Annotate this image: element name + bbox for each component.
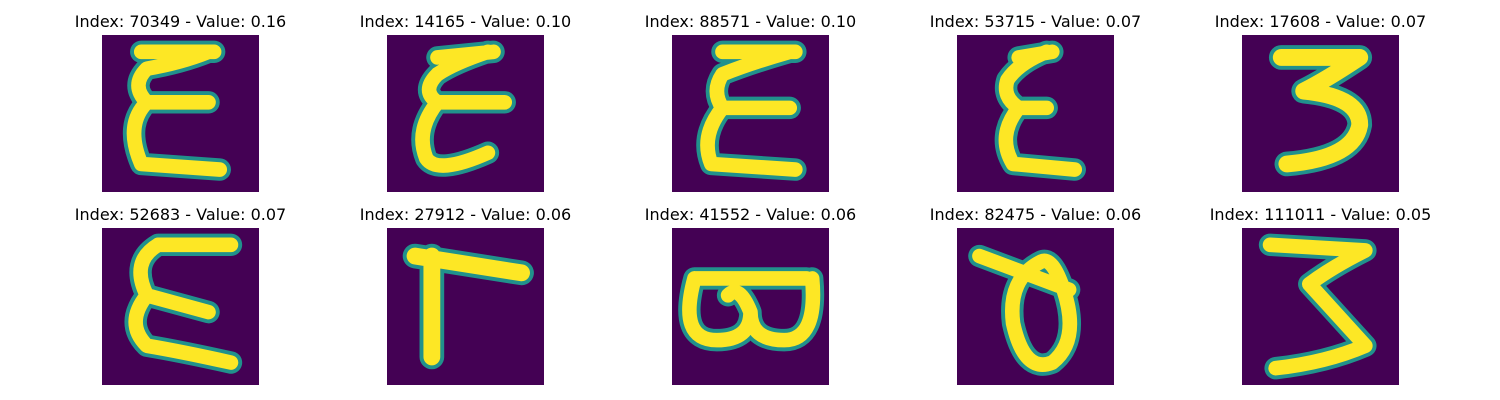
sample-title: Index: 70349 - Value: 0.16 — [38, 12, 323, 32]
sample-title: Index: 27912 - Value: 0.06 — [323, 205, 608, 225]
sample-cell: Index: 17608 - Value: 0.07 — [1178, 0, 1463, 190]
glyph-epsilon — [102, 35, 259, 192]
sample-image — [1242, 228, 1399, 385]
sample-cell: Index: 88571 - Value: 0.10 — [608, 0, 893, 190]
sample-image — [1242, 35, 1399, 192]
glyph-epsilon-tall — [102, 228, 259, 385]
sample-title: Index: 82475 - Value: 0.06 — [893, 205, 1178, 225]
sample-title: Index: 111011 - Value: 0.05 — [1178, 205, 1463, 225]
sample-title: Index: 41552 - Value: 0.06 — [608, 205, 893, 225]
sample-cell: Index: 111011 - Value: 0.05 — [1178, 193, 1463, 383]
sample-cell: Index: 82475 - Value: 0.06 — [893, 193, 1178, 383]
glyph-omega — [672, 228, 829, 385]
sample-title: Index: 52683 - Value: 0.07 — [38, 205, 323, 225]
sample-image — [957, 228, 1114, 385]
sample-image — [957, 35, 1114, 192]
glyph-three-flat — [1242, 228, 1399, 385]
sample-image — [102, 228, 259, 385]
glyph-theta — [957, 228, 1114, 385]
sample-title: Index: 88571 - Value: 0.10 — [608, 12, 893, 32]
sample-title: Index: 14165 - Value: 0.10 — [323, 12, 608, 32]
glyph-epsilon-slanted — [387, 35, 544, 192]
sample-title: Index: 17608 - Value: 0.07 — [1178, 12, 1463, 32]
sample-cell: Index: 27912 - Value: 0.06 — [323, 193, 608, 383]
sample-image — [387, 228, 544, 385]
sample-cell: Index: 52683 - Value: 0.07 — [38, 193, 323, 383]
sample-cell: Index: 53715 - Value: 0.07 — [893, 0, 1178, 190]
sample-title: Index: 53715 - Value: 0.07 — [893, 12, 1178, 32]
sample-cell: Index: 41552 - Value: 0.06 — [608, 193, 893, 383]
sample-cell: Index: 70349 - Value: 0.16 — [38, 0, 323, 190]
glyph-gamma — [387, 228, 544, 385]
sample-cell: Index: 14165 - Value: 0.10 — [323, 0, 608, 190]
sample-image — [672, 228, 829, 385]
glyph-three — [1242, 35, 1399, 192]
glyph-epsilon-wide — [672, 35, 829, 192]
sample-image — [387, 35, 544, 192]
sample-image — [672, 35, 829, 192]
glyph-epsilon-small — [957, 35, 1114, 192]
sample-image — [102, 35, 259, 192]
